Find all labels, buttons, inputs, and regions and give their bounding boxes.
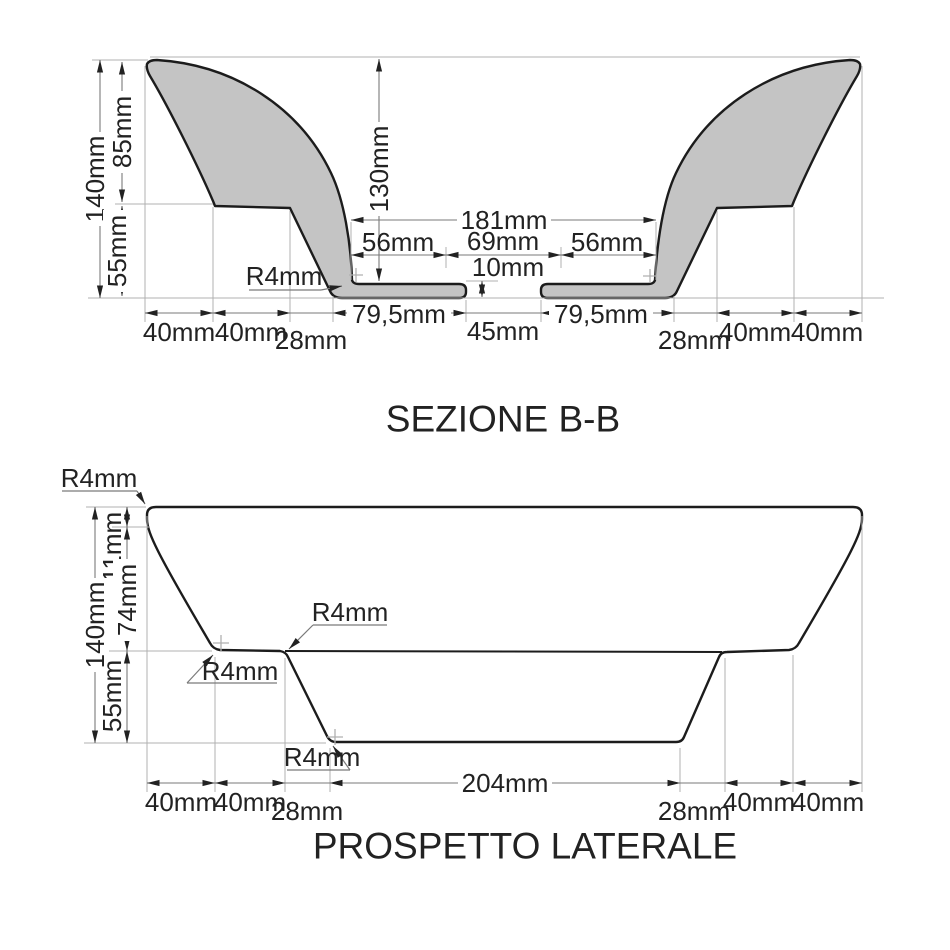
elevation-view: R4mm 11mm 74mm 140mm 55mm R4mm R4mm R4mm… xyxy=(61,463,864,867)
elevation-part xyxy=(145,505,864,744)
dim-label-40mm: 40mm xyxy=(791,317,863,347)
dim-label-40mm: 40mm xyxy=(723,787,795,817)
radius-label-r4mm: R4mm xyxy=(246,261,323,291)
label-mask xyxy=(458,770,552,796)
r4-leader xyxy=(332,745,351,771)
section-right-wall-profile xyxy=(539,58,862,300)
dim-label-40mm: 40mm xyxy=(143,317,215,347)
r4-leader xyxy=(135,490,146,505)
section-title: SEZIONE B-B xyxy=(386,399,620,440)
dim-label-140mm: 140mm xyxy=(80,136,110,223)
label-mask xyxy=(108,91,136,173)
fillet-center-mark xyxy=(349,268,363,282)
dim-label-130mm: 130mm xyxy=(364,126,394,213)
label-mask xyxy=(549,301,653,327)
elevation-dimension-labels: R4mm 11mm 74mm 140mm 55mm R4mm R4mm R4mm… xyxy=(61,463,864,826)
dim-label-85mm: 85mm xyxy=(107,96,137,168)
label-mask xyxy=(347,301,451,327)
label-mask xyxy=(113,559,141,641)
dim-label-40mm: 40mm xyxy=(719,317,791,347)
r4-leader xyxy=(288,624,314,650)
section-dimension-labels: 140mm 85mm 55mm 130mm 181mm 56mm 69mm 56… xyxy=(80,91,863,355)
dim-label-28mm-right: 28mm xyxy=(658,325,730,355)
dim-label-56mm-right: 56mm xyxy=(571,227,643,257)
label-mask xyxy=(365,122,393,216)
dim-label-74mm: 74mm xyxy=(112,564,142,636)
section-left-wall-profile xyxy=(145,58,468,300)
dim-label-55mm: 55mm xyxy=(102,215,132,287)
radius-label-r4mm-step: R4mm xyxy=(312,597,389,627)
dim-label-28mm-right: 28mm xyxy=(658,796,730,826)
radius-label-r4mm-top: R4mm xyxy=(61,463,138,493)
fillet-center-mark xyxy=(643,269,657,283)
elevation-title: PROSPETTO LATERALE xyxy=(313,826,737,867)
dim-label-140mm: 140mm xyxy=(80,582,110,669)
dim-label-56mm-left: 56mm xyxy=(362,227,434,257)
dim-label-69mm: 69mm xyxy=(467,226,539,256)
label-mask xyxy=(81,132,109,226)
dim-label-10mm: 10mm xyxy=(472,252,544,282)
label-mask xyxy=(81,578,109,672)
dim-label-40mm: 40mm xyxy=(214,787,286,817)
elevation-step-edge xyxy=(284,650,723,653)
dim-label-28mm-left: 28mm xyxy=(275,325,347,355)
elevation-outline xyxy=(145,505,864,744)
dim-label-28mm-left: 28mm xyxy=(271,796,343,826)
radius-label-r4mm-bottom: R4mm xyxy=(284,742,361,772)
dim-label-40mm: 40mm xyxy=(145,787,217,817)
fillet-center-mark xyxy=(327,729,343,745)
section-view: 140mm 85mm 55mm 130mm 181mm 56mm 69mm 56… xyxy=(80,56,884,440)
section-extension-lines xyxy=(88,56,884,322)
r4-leader xyxy=(320,285,343,292)
r4-leader xyxy=(186,654,214,684)
label-mask xyxy=(457,207,551,233)
radius-label-r4mm-left: R4mm xyxy=(202,656,279,686)
dim-label-181mm: 181mm xyxy=(461,205,548,235)
dim-label-40mm: 40mm xyxy=(215,317,287,347)
dim-label-45mm: 45mm xyxy=(467,316,539,346)
dim-label-40mm: 40mm xyxy=(792,787,864,817)
section-part xyxy=(145,58,862,300)
dim-label-55mm: 55mm xyxy=(97,660,127,732)
fillet-center-mark xyxy=(213,635,229,651)
label-mask xyxy=(103,210,131,292)
dim-label-204mm: 204mm xyxy=(462,768,549,798)
dim-label-795mm-left: 79,5mm xyxy=(352,299,446,329)
dim-label-795mm-right: 79,5mm xyxy=(554,299,648,329)
